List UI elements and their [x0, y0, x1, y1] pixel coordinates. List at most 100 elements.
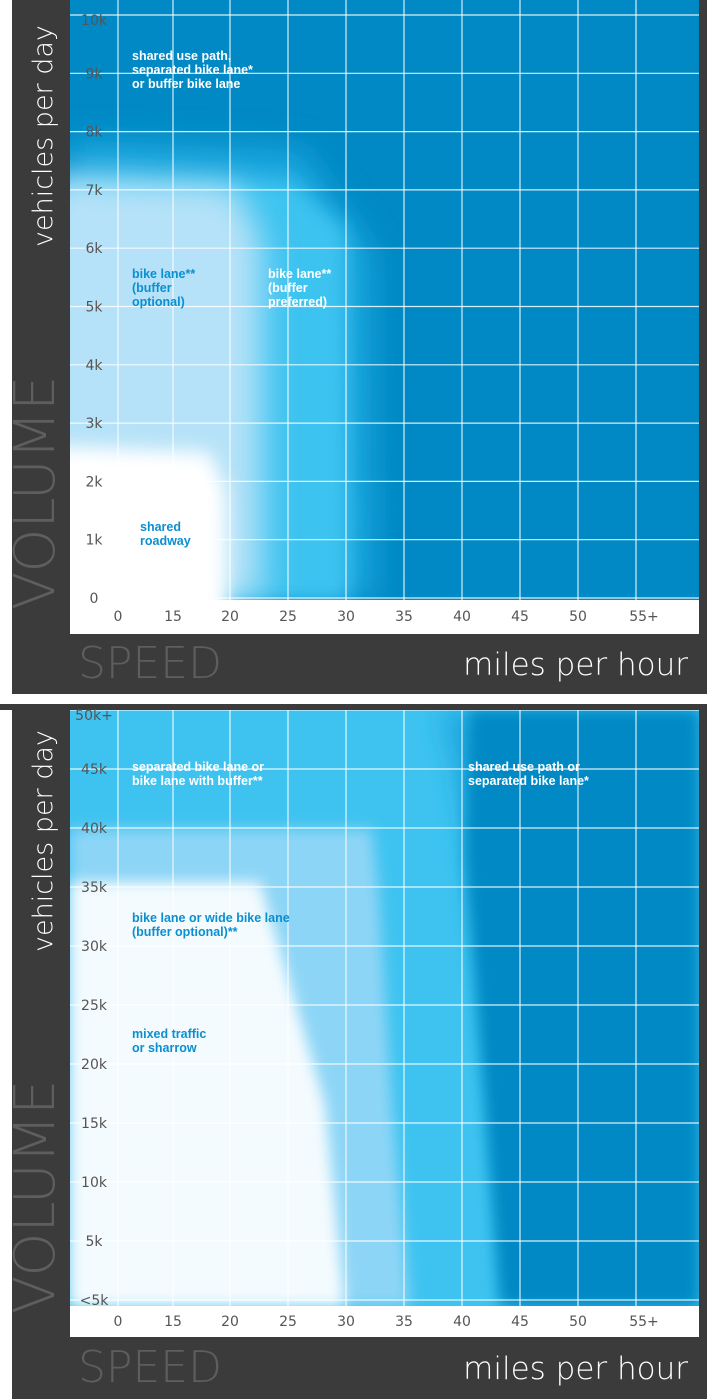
- y-tick-label: 20k: [81, 1057, 108, 1073]
- x-tick-label: 20: [221, 1314, 239, 1330]
- top-border: [0, 704, 707, 710]
- y-axis-title: VOLUME: [3, 1080, 68, 1315]
- x-axis-title: SPEED: [78, 1342, 222, 1393]
- y-tick-label: <5k: [80, 1293, 110, 1309]
- zone-labels: separated bike lane or bike lane with buf…: [132, 760, 589, 1055]
- y-tick-label: 50k+: [75, 708, 113, 724]
- y-tick-label: 10k: [81, 1175, 108, 1191]
- x-tick-label: 55+: [629, 1314, 659, 1330]
- y-axis-band: [12, 0, 70, 694]
- x-ticks: 0 15 20 25 30 35 40 45 50 55+: [114, 1314, 659, 1330]
- x-tick-label: 15: [164, 1314, 182, 1330]
- zone-mixed-fill: [70, 882, 345, 1306]
- y-tick-label: 1k: [85, 533, 103, 549]
- zone-shared-fill: [70, 446, 228, 600]
- x-tick-label: 40: [453, 609, 471, 625]
- y-tick-label: 25k: [81, 998, 108, 1014]
- y-tick-label: 45k: [81, 762, 108, 778]
- zone-label-line: bike lane with buffer**: [132, 774, 263, 788]
- x-tick-label: 20: [221, 609, 239, 625]
- x-axis-title: SPEED: [78, 638, 222, 689]
- x-ticks: 0 15 20 25 30 35 40 45 50 55+: [114, 609, 659, 625]
- zone-label-line: separated bike lane*: [132, 63, 253, 77]
- zone-label-line: roadway: [140, 534, 191, 548]
- zone-label: bike lane or wide bike lane (buffer optio…: [132, 911, 290, 939]
- x-axis-band: [70, 634, 707, 694]
- zone-label-line: preferred): [268, 295, 327, 309]
- y-tick-label: 0: [90, 591, 99, 607]
- x-tick-label: 50: [569, 1314, 587, 1330]
- zone-label-line: or buffer bike lane: [132, 77, 240, 91]
- x-tick-label: 15: [164, 609, 182, 625]
- y-tick-label: 10k: [81, 13, 108, 29]
- zone-label-line: (buffer: [268, 281, 308, 295]
- x-tick-label: 25: [279, 609, 297, 625]
- y-tick-label: 35k: [81, 880, 108, 896]
- zone-label: mixed traffic or sharrow: [132, 1027, 206, 1055]
- x-tick-label: 40: [453, 1314, 471, 1330]
- y-tick-label: 2k: [85, 474, 103, 490]
- zone-label: shared roadway: [140, 520, 191, 548]
- grid: [70, 710, 699, 1306]
- y-tick-label: 15k: [81, 1116, 108, 1132]
- y-tick-label: 7k: [85, 183, 103, 199]
- zone-label-line: optional): [132, 295, 185, 309]
- x-tick-label: 55+: [629, 609, 659, 625]
- zone-labels: shared use path, separated bike lane* or b…: [132, 49, 331, 548]
- y-tick-label: 9k: [85, 66, 103, 82]
- y-tick-label: 40k: [81, 821, 108, 837]
- y-axis-unit: vehicles per day: [28, 25, 59, 247]
- x-tick-label: 30: [337, 1314, 355, 1330]
- x-tick-label: 35: [395, 1314, 413, 1330]
- zone-label-line: bike lane**: [268, 267, 331, 281]
- zone-label-line: mixed traffic: [132, 1027, 206, 1041]
- right-border: [699, 704, 707, 1337]
- chart-2-svg: 0 15 20 25 30 35 40 45 50 55+ <5k 5k 10k 15k 20k 25k 30…: [0, 704, 707, 1399]
- y-ticks: 0 1k 2k 3k 4k 5k 6k 7k 8k 9k 10k: [81, 13, 108, 607]
- y-axis-unit: vehicles per day: [28, 730, 59, 952]
- x-tick-label: 35: [395, 609, 413, 625]
- zone-label: bike lane** (buffer optional): [132, 267, 195, 309]
- zone-label-line: separated bike lane or: [132, 760, 264, 774]
- plot-area: [70, 710, 699, 1306]
- zone-label-line: shared use path or: [468, 760, 580, 774]
- y-tick-label: 5k: [85, 300, 103, 316]
- y-tick-label: 6k: [85, 241, 103, 257]
- zone-label-line: shared: [140, 520, 181, 534]
- grid: [70, 0, 699, 600]
- x-tick-label: 50: [569, 609, 587, 625]
- zone-label-line: or sharrow: [132, 1041, 197, 1055]
- y-tick-label: 30k: [81, 939, 108, 955]
- x-axis-band: [70, 1337, 707, 1399]
- chart-1-svg: 0 15 20 25 30 35 40 45 50 55+ 0 1k 2k 3k 4k 5k 6k 7k 8k 9k…: [3, 0, 707, 694]
- x-tick-label: 0: [114, 609, 123, 625]
- zone-label: shared use path or separated bike lane*: [468, 760, 589, 788]
- plot-area: [70, 0, 699, 600]
- chart-1: 0 15 20 25 30 35 40 45 50 55+ 0 1k 2k 3k 4k 5k 6k 7k 8k 9k…: [0, 0, 707, 694]
- y-tick-label: 3k: [85, 416, 103, 432]
- y-tick-label: 8k: [85, 125, 103, 141]
- y-tick-label: 4k: [85, 358, 103, 374]
- zone-label-line: (buffer optional)**: [132, 925, 238, 939]
- right-border: [699, 0, 707, 634]
- x-axis-unit: miles per hour: [463, 1351, 688, 1387]
- x-tick-label: 25: [279, 1314, 297, 1330]
- x-axis-unit: miles per hour: [463, 647, 688, 683]
- zone-label-line: bike lane**: [132, 267, 195, 281]
- y-axis-band: [12, 704, 70, 1399]
- zone-label: shared use path, separated bike lane* or b…: [132, 49, 253, 91]
- x-tick-label: 30: [337, 609, 355, 625]
- zone-high-fill: [465, 710, 699, 1306]
- zone-label: bike lane** (buffer preferred): [268, 267, 331, 309]
- zone-label-line: bike lane or wide bike lane: [132, 911, 290, 925]
- x-tick-label: 45: [511, 1314, 529, 1330]
- zone-label: separated bike lane or bike lane with buf…: [132, 760, 264, 788]
- zone-label-line: (buffer: [132, 281, 172, 295]
- y-ticks: <5k 5k 10k 15k 20k 25k 30k 35k 40k 45k 50k+: [75, 708, 113, 1309]
- x-tick-label: 45: [511, 609, 529, 625]
- y-tick-label: 5k: [85, 1234, 103, 1250]
- zone-label-line: shared use path,: [132, 49, 231, 63]
- zone-label-line: separated bike lane*: [468, 774, 589, 788]
- chart-2: 0 15 20 25 30 35 40 45 50 55+ <5k 5k 10k 15k 20k 25k 30…: [0, 704, 707, 1399]
- y-axis-title: VOLUME: [3, 376, 68, 611]
